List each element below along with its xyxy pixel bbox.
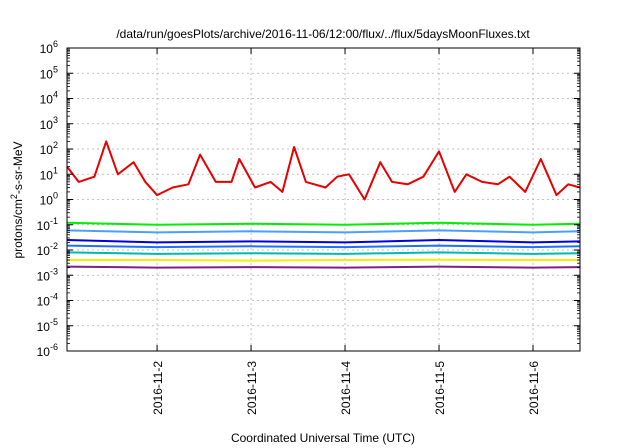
y-tick-label: 103: [40, 115, 58, 132]
y-tick-label: 101: [40, 165, 58, 182]
series-line: [66, 229, 581, 234]
y-tick-label: 102: [40, 140, 58, 157]
grid-lines: [67, 48, 580, 351]
x-tick-label: 2016-11-3: [245, 361, 259, 415]
series-line: [66, 239, 581, 244]
y-tick-label: 104: [40, 90, 58, 107]
series-line: [66, 244, 581, 249]
x-tick-label: 2016-11-2: [151, 361, 165, 415]
series-line: [67, 258, 580, 262]
chart-title: /data/run/goesPlots/archive/2016-11-06/1…: [116, 27, 530, 41]
y-tick-label: 10-6: [37, 342, 58, 359]
y-axis-label: protons/cm2-s-sr-MeV: [9, 141, 25, 258]
series-line: [66, 221, 581, 226]
y-tick-label: 10-5: [37, 317, 58, 334]
y-tick-label: 106: [40, 39, 58, 56]
y-tick-label: 10-1: [37, 216, 58, 233]
x-axis: 2016-11-2 2016-11-3 2016-11-4 2016-11-5 2016…: [151, 48, 541, 415]
x-tick-label: 2016-11-4: [339, 361, 353, 415]
x-tick-label: 2016-11-5: [433, 361, 447, 415]
series-line: [66, 265, 581, 269]
series-line: [66, 251, 581, 255]
y-tick-label: 10-3: [37, 266, 58, 283]
y-axis: 10-6 10-5 10-4 10-3 10-2 10-1 100 101 102 103 104 1…: [37, 39, 580, 359]
y-tick-label: 10-2: [37, 241, 58, 258]
x-tick-label: 2016-11-6: [527, 361, 541, 415]
series-line: [66, 140, 581, 201]
y-tick-label: 100: [40, 191, 58, 208]
series-lines: [66, 140, 581, 269]
y-tick-label: 105: [40, 64, 58, 81]
x-axis-label: Coordinated Universal Time (UTC): [231, 431, 415, 445]
y-tick-label: 10-4: [37, 292, 58, 309]
